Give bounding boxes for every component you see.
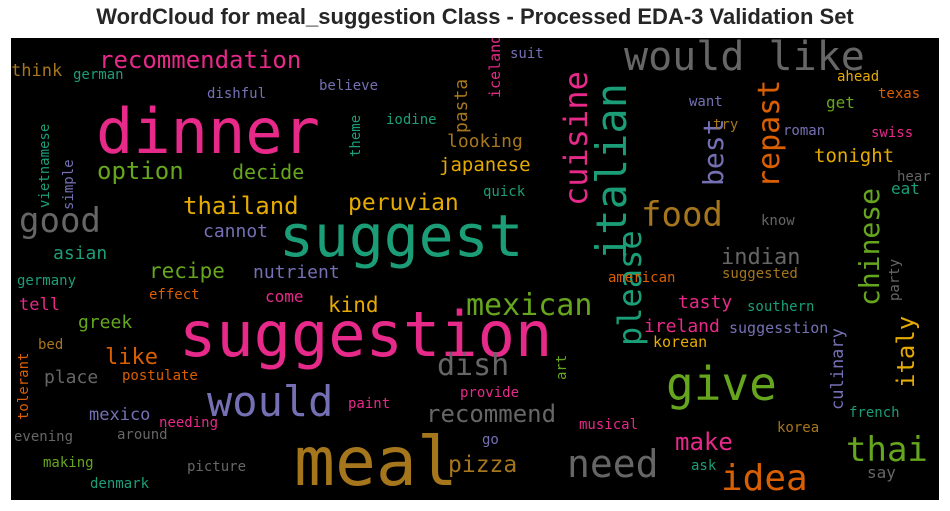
wordcloud-words: meal suggestion suggest dinner would like giv… — [11, 38, 931, 500]
word-southern: southern — [747, 299, 814, 315]
word-repast: repast — [752, 80, 787, 188]
word-asian: asian — [53, 243, 107, 264]
word-iceland: iceland — [486, 38, 504, 98]
word-please: please — [611, 230, 649, 346]
word-indian: indian — [721, 245, 800, 270]
word-suggesstion: suggesstion — [729, 319, 828, 337]
word-mexico: mexico — [89, 405, 150, 425]
word-suggestion: suggestion — [179, 298, 552, 371]
word-pasta: pasta — [451, 79, 472, 133]
word-german: german — [73, 67, 124, 83]
word-paint: paint — [348, 396, 390, 412]
word-would: would — [207, 377, 333, 426]
word-provide: provide — [460, 385, 519, 401]
word-theme: theme — [348, 115, 364, 157]
word-korea: korea — [777, 420, 819, 436]
word-culinary: culinary — [828, 328, 848, 410]
word-evening: evening — [14, 429, 73, 445]
word-decide: decide — [232, 160, 304, 184]
word-best: best — [697, 119, 730, 186]
word-roman: roman — [783, 123, 825, 139]
word-simple: simple — [61, 159, 77, 210]
word-come: come — [265, 287, 304, 306]
word-ahead: ahead — [837, 69, 879, 85]
word-ireland: ireland — [644, 316, 720, 337]
word-know: know — [761, 213, 795, 229]
word-art: art — [554, 355, 570, 380]
word-recipe: recipe — [149, 259, 225, 283]
word-vietnamese: vietnamese — [37, 124, 53, 208]
word-like: like — [105, 345, 158, 370]
word-cannot: cannot — [203, 221, 268, 242]
word-germany: germany — [17, 273, 76, 289]
wordcloud-canvas: meal suggestion suggest dinner would like giv… — [11, 38, 939, 500]
word-swiss: swiss — [871, 125, 913, 141]
word-good: good — [19, 201, 101, 241]
word-dinner: dinner — [96, 95, 320, 168]
word-effect: effect — [149, 287, 200, 303]
word-eat: eat — [891, 179, 920, 198]
word-recommendation: recommendation — [99, 46, 301, 74]
word-go: go — [482, 432, 499, 448]
word-tolerant: tolerant — [16, 353, 32, 420]
word-dishful: dishful — [207, 86, 266, 102]
word-meal: meal — [294, 423, 458, 500]
word-would-like: would like — [624, 38, 865, 80]
word-give: give — [666, 357, 777, 411]
word-party: party — [887, 259, 903, 301]
word-needing: needing — [159, 415, 218, 431]
word-say: say — [867, 463, 896, 482]
word-french: french — [849, 405, 900, 421]
word-texas: texas — [878, 86, 920, 102]
word-making: making — [43, 455, 94, 471]
word-dish: dish — [437, 348, 509, 383]
word-place: place — [44, 367, 98, 388]
word-pizza: pizza — [448, 452, 517, 478]
word-musical: musical — [579, 417, 638, 433]
word-suggested: suggested — [722, 266, 798, 282]
word-peruvian: peruvian — [348, 190, 459, 216]
word-picture: picture — [187, 459, 246, 475]
word-tell: tell — [19, 295, 60, 315]
word-quick: quick — [483, 184, 526, 200]
word-ask: ask — [691, 458, 717, 474]
word-idea: idea — [721, 458, 808, 499]
word-american: american — [608, 270, 675, 286]
word-thailand: thailand — [183, 192, 299, 220]
word-food: food — [641, 195, 723, 235]
word-greek: greek — [78, 312, 132, 333]
word-recommend: recommend — [426, 400, 556, 428]
word-tasty: tasty — [678, 292, 732, 313]
word-cuisine: cuisine — [557, 71, 595, 206]
word-looking: looking — [447, 131, 523, 152]
word-suit: suit — [510, 46, 544, 62]
word-option: option — [97, 157, 184, 185]
word-try: try — [713, 117, 738, 133]
wordcloud-background — [11, 38, 939, 500]
word-hear: hear — [897, 169, 931, 185]
word-want: want — [689, 94, 723, 110]
word-italy: italy — [892, 316, 920, 388]
chart-title: WordCloud for meal_suggestion Class - Pr… — [96, 4, 854, 29]
word-korean: korean — [653, 333, 707, 351]
word-believe: believe — [319, 78, 378, 94]
word-italian: italian — [587, 83, 636, 260]
word-denmark: denmark — [90, 476, 150, 492]
word-nutrient: nutrient — [253, 262, 340, 283]
word-make: make — [675, 428, 733, 456]
word-bed: bed — [38, 337, 63, 353]
word-need: need — [567, 442, 659, 486]
word-around: around — [117, 427, 168, 443]
word-japanese: japanese — [439, 154, 531, 176]
word-iodine: iodine — [386, 112, 437, 128]
word-postulate: postulate — [122, 368, 198, 384]
word-chinese: chinese — [853, 188, 886, 306]
word-get: get — [826, 93, 855, 112]
word-thai: thai — [846, 430, 928, 470]
word-tonight: tonight — [814, 145, 894, 167]
word-kind: kind — [328, 293, 379, 317]
word-think: think — [11, 61, 62, 81]
word-suggest: suggest — [279, 202, 523, 270]
word-mexican: mexican — [466, 288, 592, 323]
